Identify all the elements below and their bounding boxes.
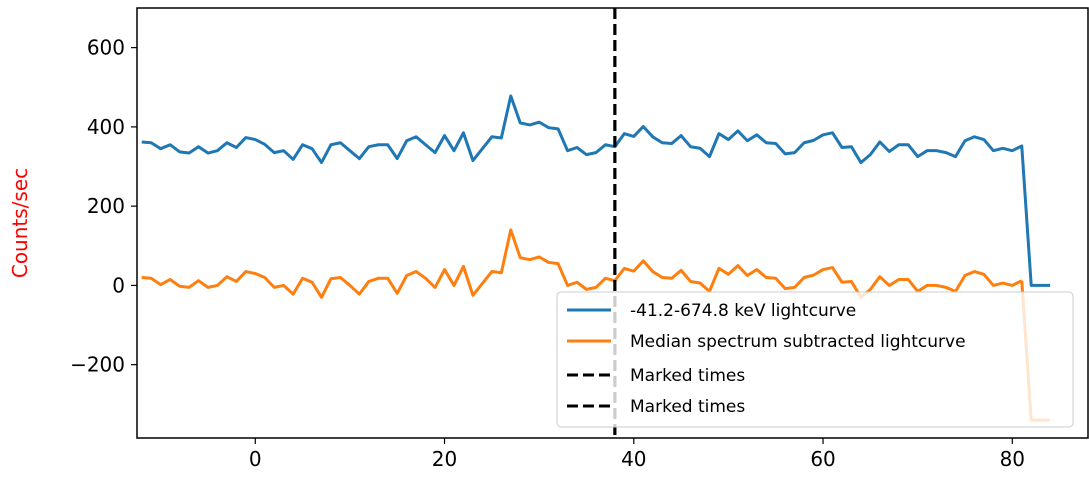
y-tick-label-600: 600 <box>87 36 125 60</box>
x-tick-label-80: 80 <box>1000 447 1025 471</box>
plot-frame <box>136 7 1089 439</box>
y-tick-label-0: 0 <box>112 273 125 297</box>
legend-label-marked-times-2: Marked times <box>630 397 745 417</box>
x-tick-label-20: 20 <box>432 447 457 471</box>
series-line-0 <box>141 94 1051 287</box>
x-tick-label-60: 60 <box>810 447 835 471</box>
legend: -41.2-674.8 keV lightcurve Median spectr… <box>556 291 1074 428</box>
series-line-1 <box>141 228 1023 299</box>
y-tick-label-400: 400 <box>87 115 125 139</box>
legend-label-subtracted: Median spectrum subtracted lightcurve <box>630 332 966 352</box>
legend-box <box>556 291 1074 428</box>
axis-ticks: 0 20 40 60 80 −200 0 200 400 600 <box>70 36 1025 471</box>
x-tick-label-40: 40 <box>621 447 646 471</box>
legend-label-marked-times-1: Marked times <box>630 366 745 386</box>
y-axis-label: Counts/sec <box>8 168 32 278</box>
y-tick-label-200: 200 <box>87 194 125 218</box>
legend-label-lightcurve: -41.2-674.8 keV lightcurve <box>630 301 856 321</box>
x-tick-label-0: 0 <box>249 447 262 471</box>
y-tick-label--200: −200 <box>70 353 125 377</box>
